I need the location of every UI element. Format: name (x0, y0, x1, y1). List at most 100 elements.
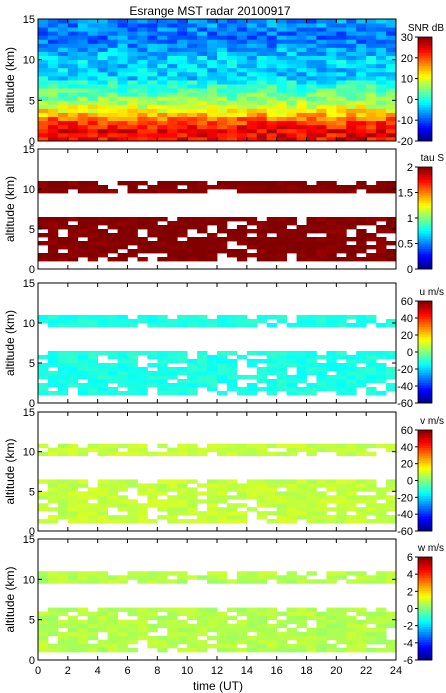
heatmap-cell (177, 67, 188, 73)
heatmap-cell (97, 319, 109, 324)
heatmap-cell (87, 71, 99, 77)
heatmap-cell (366, 387, 377, 392)
heatmap-cell (217, 315, 228, 320)
heatmap-cell (107, 80, 118, 85)
heatmap-cell (38, 643, 49, 649)
heatmap-cell (167, 391, 178, 396)
heatmap-cell (57, 383, 69, 388)
heatmap-cell (187, 181, 198, 186)
heatmap-cell (77, 631, 89, 637)
heatmap-cell (276, 383, 288, 388)
heatmap-cell (376, 92, 387, 97)
heatmap-cell (356, 132, 367, 138)
heatmap-cell (376, 112, 387, 117)
heatmap-cell (207, 487, 218, 492)
heatmap-cell (356, 579, 367, 584)
heatmap-cell (336, 483, 347, 488)
heatmap-cell (177, 233, 188, 238)
colorbar-segment (418, 367, 432, 371)
heatmap-cell (177, 367, 188, 372)
heatmap-cell (236, 619, 248, 625)
heatmap-cell (187, 623, 198, 629)
heatmap-cell (217, 23, 228, 28)
heatmap-cell (376, 23, 387, 28)
heatmap-cell (386, 47, 397, 52)
heatmap-cell (296, 128, 307, 134)
heatmap-cell (276, 31, 288, 36)
heatmap-cell (286, 571, 297, 576)
heatmap-cell (346, 112, 357, 117)
heatmap-cell (296, 483, 307, 488)
heatmap-cell (326, 253, 337, 258)
heatmap-cell (366, 63, 377, 69)
heatmap-cell (217, 245, 228, 250)
heatmap-cell (67, 233, 79, 238)
heatmap-cell (256, 359, 268, 364)
heatmap-cell (366, 627, 377, 633)
heatmap-cell (236, 495, 248, 500)
heatmap-cell (177, 619, 188, 625)
heatmap-cell (87, 257, 99, 262)
colorbar-segment (418, 460, 432, 464)
heatmap-cell (296, 189, 307, 194)
heatmap-cell (187, 315, 198, 320)
colorbar-segment (418, 238, 432, 242)
heatmap-cell (326, 483, 337, 488)
heatmap-cell (276, 245, 288, 250)
heatmap-cell (386, 108, 397, 113)
heatmap-cell (386, 647, 397, 653)
heatmap-cell (336, 88, 347, 93)
heatmap-cell (306, 23, 317, 28)
heatmap-cell (376, 35, 387, 40)
heatmap-cell (246, 39, 258, 44)
heatmap-cell (296, 59, 307, 65)
heatmap-cell (167, 120, 178, 126)
heatmap-cell (296, 124, 307, 130)
heatmap-cell (217, 483, 228, 488)
heatmap-cell (316, 31, 327, 36)
heatmap-cell (336, 96, 347, 101)
heatmap-cell (346, 75, 357, 81)
heatmap-cell (266, 451, 278, 457)
colorbar-segment (418, 68, 432, 72)
heatmap-cell (147, 615, 158, 621)
heatmap-cell (197, 181, 208, 186)
heatmap-cell (207, 495, 218, 500)
heatmap-cell (386, 55, 397, 61)
heatmap-cell (197, 363, 208, 368)
heatmap-cell (336, 479, 347, 484)
heatmap-cell (147, 519, 158, 524)
heatmap-cell (286, 323, 297, 328)
colorbar-segment (418, 253, 432, 257)
heatmap-cell (256, 387, 268, 392)
heatmap-cell (47, 71, 59, 77)
heatmap-cell (316, 619, 327, 625)
heatmap-cell (87, 611, 99, 617)
heatmap-cell (38, 84, 49, 89)
heatmap-cell (177, 647, 188, 653)
heatmap-cell (177, 31, 188, 36)
heatmap-cell (57, 23, 69, 28)
heatmap-cell (187, 217, 198, 222)
heatmap-cell (47, 491, 59, 496)
heatmap-cell (316, 635, 327, 641)
heatmap-cell (207, 51, 218, 56)
heatmap-cell (266, 116, 278, 122)
heatmap-cell (286, 379, 297, 384)
heatmap-cell (117, 51, 128, 56)
heatmap-cell (167, 27, 178, 32)
heatmap-cell (157, 27, 168, 32)
heatmap-cell (286, 51, 297, 56)
heatmap-cell (336, 575, 347, 580)
heatmap-cell (97, 379, 109, 384)
heatmap-cell (306, 96, 317, 101)
heatmap-cell (67, 619, 79, 625)
heatmap-cell (137, 367, 148, 372)
heatmap-cell (386, 112, 397, 117)
heatmap-cell (77, 371, 89, 376)
heatmap-cell (97, 75, 109, 81)
heatmap-cell (87, 507, 99, 512)
heatmap-cell (67, 623, 79, 629)
heatmap-cell (38, 627, 49, 633)
heatmap-cell (316, 100, 327, 105)
